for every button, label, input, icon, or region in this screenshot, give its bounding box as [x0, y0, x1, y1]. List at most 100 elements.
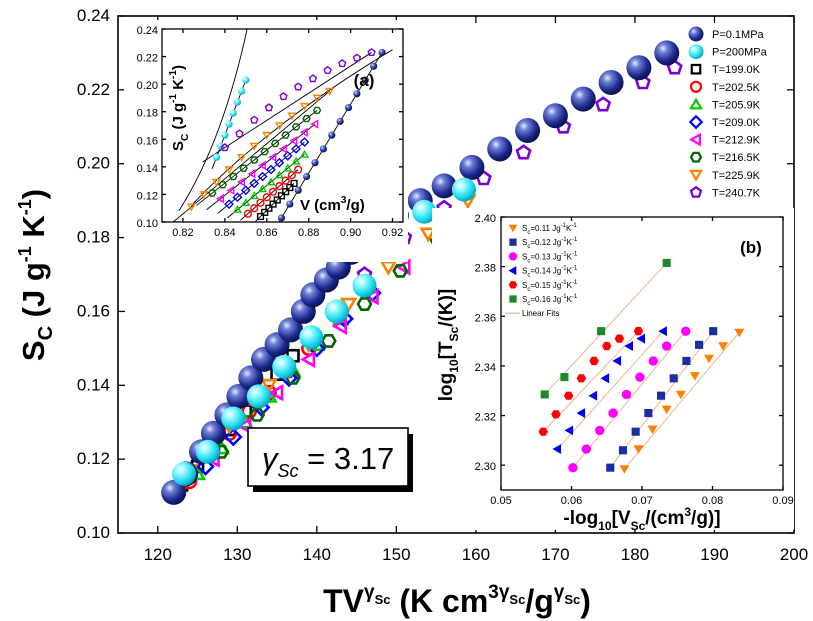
inset-a-point	[310, 119, 319, 129]
inset-a-point	[281, 131, 290, 139]
x-tick-label: 120	[144, 545, 172, 564]
inset-b-point	[644, 409, 653, 418]
main-point	[352, 273, 377, 298]
y-tick-label: 0.10	[77, 523, 110, 542]
inset-a-point	[256, 198, 265, 207]
inset-a-point	[291, 123, 301, 131]
main-point	[236, 417, 252, 435]
inset-a-point	[281, 176, 290, 185]
inset-a-point	[199, 191, 209, 200]
legend-marker	[689, 185, 703, 198]
inset-b-series	[568, 326, 691, 473]
inset-b-legend-label: Sc=0.14 Jg-1K-1	[522, 266, 578, 279]
inset-a-point	[249, 156, 259, 164]
inset-a-point	[212, 153, 221, 161]
inset-b-point	[662, 258, 671, 267]
main-point	[278, 317, 304, 343]
inset-a-series	[208, 106, 322, 197]
main-point	[272, 354, 297, 379]
main-point	[395, 258, 411, 276]
inset-a-point	[266, 164, 276, 175]
y-tick-label: 2.40	[475, 213, 496, 225]
inset-b-point	[695, 340, 704, 349]
inset-b-x-axis-title: -log10[VSc/(cm3/g)]	[563, 505, 720, 533]
main-point	[356, 297, 373, 312]
main-point	[487, 136, 513, 162]
inset-b-point	[618, 446, 628, 455]
inset-a-x-ticks: 0.82 0.84 0.86 0.88 0.90 0.92	[172, 29, 403, 239]
main-point	[300, 350, 316, 369]
main-point	[392, 263, 409, 278]
inset-a-point	[291, 144, 301, 154]
inset-b-point	[636, 333, 645, 344]
x-tick-label: 0.08	[702, 495, 723, 507]
inset-a-point	[299, 102, 310, 111]
inset-b-point	[635, 372, 645, 382]
inset-a-point	[256, 212, 265, 221]
main-x-axis-title: TVγSc (K cm3γSc/gγSc)	[323, 582, 591, 619]
inset-b-series	[552, 326, 667, 454]
main-point	[223, 427, 243, 447]
inset-a-point	[242, 76, 250, 84]
legend-label: T=240.7K	[712, 187, 761, 199]
y-tick-label: 0.22	[137, 53, 158, 65]
x-tick-label: 0.82	[172, 227, 193, 239]
inset-a-point	[299, 127, 308, 138]
inset-b-marks	[538, 258, 745, 474]
main-point	[451, 177, 476, 202]
main-y-ticks: 0.10 0.12 0.14 0.16 0.18 0.20 0.22 0.24	[77, 6, 794, 542]
inset-a-point	[229, 109, 237, 117]
inset-b-point	[633, 445, 644, 454]
x-tick-label: 0.88	[298, 227, 319, 239]
inset-a-point	[270, 139, 280, 148]
inset-a-fit-line	[172, 90, 330, 222]
inset-a-point	[250, 204, 259, 213]
inset-b-y-axis-title: log10[TSc/(K)]	[436, 289, 461, 401]
inset-a-marks	[172, 29, 393, 222]
inset-b-point	[563, 391, 574, 400]
inset-b-point	[597, 327, 606, 336]
inset-a-point	[274, 157, 285, 168]
main-point	[195, 439, 220, 464]
inset-a-point	[289, 136, 298, 146]
inset-b-point	[551, 410, 561, 419]
inset-a-point	[279, 92, 288, 101]
inset-a-point	[299, 137, 310, 148]
inset-a-point	[258, 160, 266, 171]
main-point	[598, 69, 624, 95]
gamma-annotation-text: γSc = 3.17	[262, 441, 394, 481]
main-point	[260, 378, 278, 395]
inset-b-point	[718, 342, 729, 351]
inset-a-point	[236, 177, 246, 187]
inset-b-point	[658, 326, 667, 337]
inset-a-point	[274, 170, 284, 179]
inset-a-point	[370, 62, 378, 70]
main-point	[299, 325, 324, 350]
inset-b-y-ticks: 2.30 2.32 2.34 2.36 2.38 2.40	[475, 213, 783, 473]
legend-label: T=216.5K	[712, 152, 761, 164]
inset-a-point	[277, 192, 286, 200]
inset-b-legend-marker	[508, 224, 518, 233]
main-point	[172, 461, 197, 486]
inset-b-legend-label: Sc=0.16 Jg-1K-1	[522, 294, 578, 307]
inset-a-point	[302, 114, 311, 123]
inset-a-point	[261, 208, 269, 216]
y-tick-label: 0.14	[77, 375, 110, 394]
y-tick-label: 0.14	[137, 163, 158, 175]
inset-a-point	[294, 165, 303, 174]
legend-label: P=0.1MPa	[712, 29, 765, 41]
inset-a-point	[241, 198, 251, 207]
legend-label: T=199.0K	[712, 64, 761, 76]
y-tick-label: 0.22	[77, 80, 110, 99]
inset-a-point	[224, 166, 234, 175]
main-point	[324, 299, 349, 324]
inset-a-point	[229, 172, 238, 181]
inset-a-point	[268, 187, 278, 196]
x-tick-label: 180	[621, 545, 649, 564]
inset-a-y-axis-title: SC (J g-1 K-1)	[168, 65, 191, 151]
y-tick-label: 0.12	[137, 190, 158, 202]
y-tick-label: 2.38	[475, 263, 496, 275]
inset-b-point	[612, 356, 622, 366]
inset-a-point	[352, 53, 362, 62]
